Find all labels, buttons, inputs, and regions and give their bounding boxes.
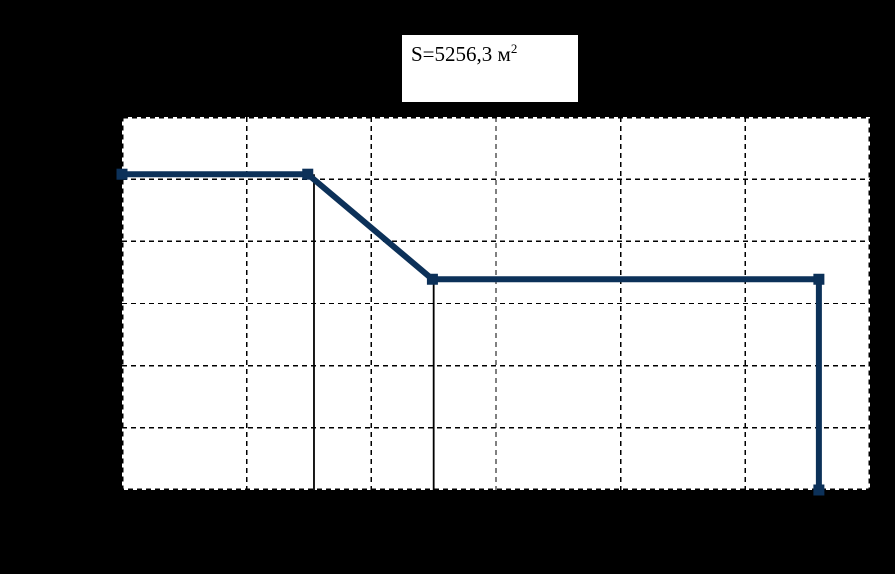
area-value: S=5256,3 bbox=[411, 42, 498, 66]
series-marker-square bbox=[426, 273, 438, 285]
series-marker-square bbox=[116, 168, 128, 180]
area-unit: м bbox=[497, 42, 511, 66]
area-annotation-text: S=5256,3 м2 bbox=[411, 41, 517, 67]
drop-line-layer bbox=[313, 174, 435, 490]
series-marker-square bbox=[813, 484, 825, 496]
grid-layer bbox=[122, 117, 871, 490]
series-markers bbox=[116, 168, 825, 496]
series-polyline bbox=[122, 171, 822, 490]
series-marker-square bbox=[302, 168, 314, 180]
area-unit-exponent: 2 bbox=[510, 41, 518, 56]
area-annotation-box: S=5256,3 м2 bbox=[402, 35, 578, 102]
plot-area bbox=[116, 117, 871, 496]
series-marker-square bbox=[813, 273, 825, 285]
plot-border bbox=[122, 117, 871, 490]
series-layer bbox=[116, 168, 825, 496]
